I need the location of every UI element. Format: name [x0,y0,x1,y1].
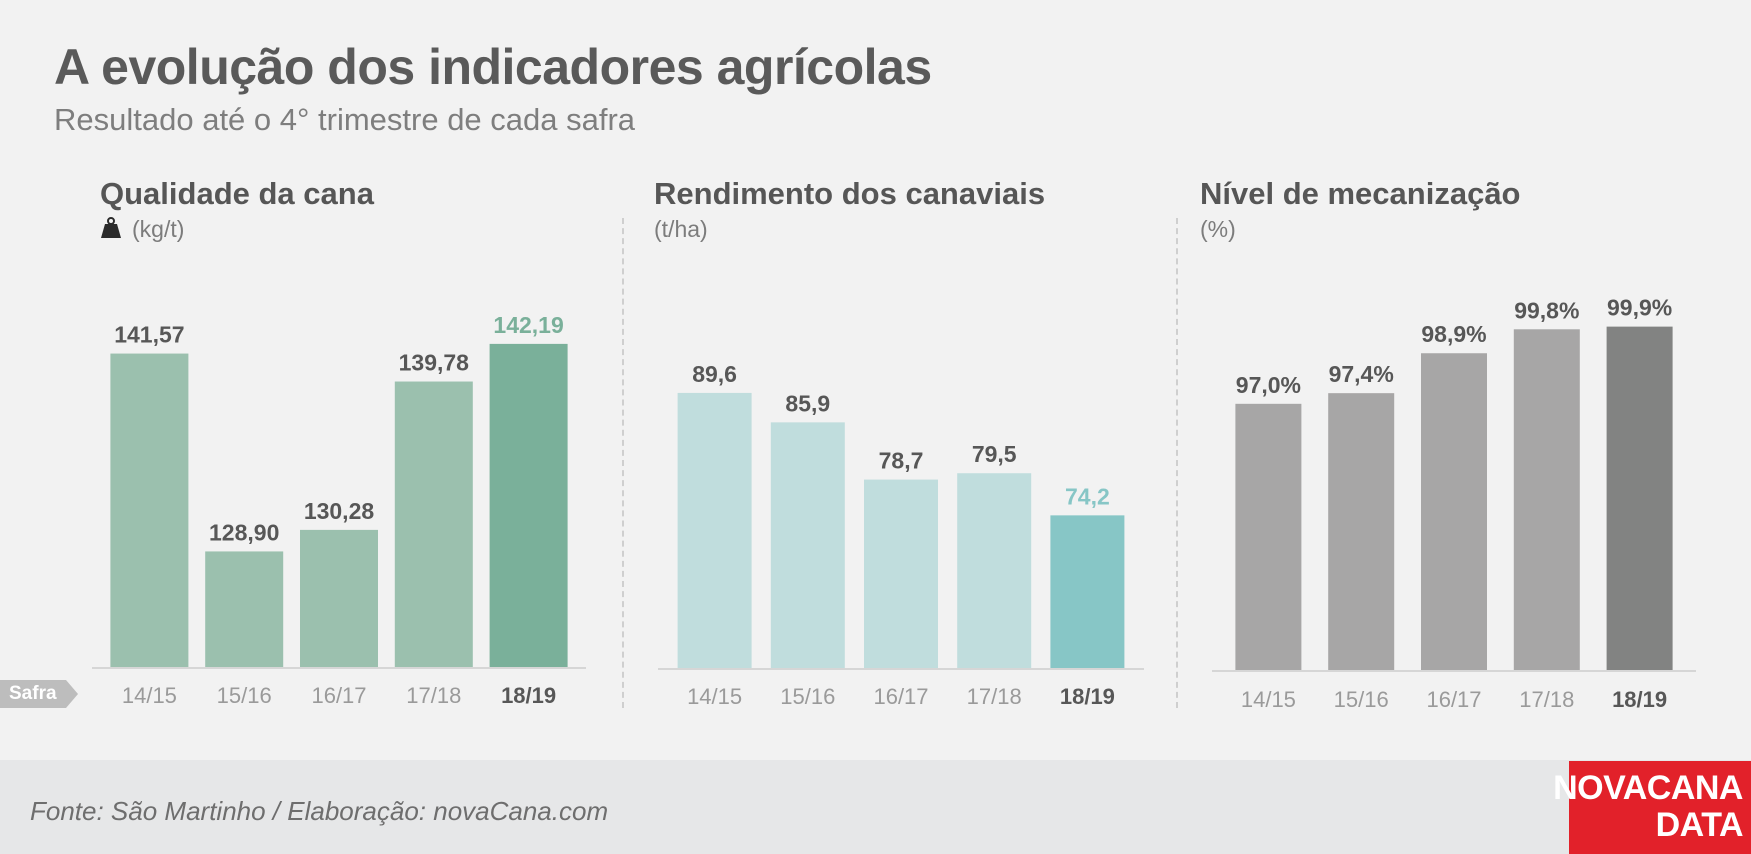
safra-tag-label: Safra [9,683,57,704]
logo-line-1: NOVACANA [1553,769,1743,807]
chart-1-value-label: 128,90 [209,519,279,545]
chart-2-unit: (t/ha) [654,216,708,242]
safra-axis-tag: Safra [0,680,78,708]
chart-2-category-label: 18/19 [1060,684,1115,709]
chart-2-value-label: 79,5 [972,441,1017,467]
chart-2-value-label: 89,6 [692,361,737,387]
chart-1-value-label: 139,78 [399,350,470,376]
chart-3-bar-16/17 [1421,353,1487,670]
chart-2-bar-16/17 [864,479,938,668]
chart-2-category-label: 14/15 [687,684,742,709]
chart-1-category-label: 18/19 [501,683,556,708]
chart-1-category-label: 17/18 [406,683,461,708]
tag-arrow-shape [0,680,78,708]
chart-1-category-label: 15/16 [217,683,272,708]
chart-2-category-label: 16/17 [873,684,928,709]
bar-charts: 141,57 14/15 128,90 15/16 130,28 16/17 139,78 1… [92,295,1696,712]
chart-3-category-label: 16/17 [1426,687,1481,712]
chart-3-title: Nível de mecanização [1200,176,1521,211]
chart-1-category-label: 14/15 [122,683,177,708]
chart-1-value-label: 142,19 [493,312,563,338]
chart-3-category-label: 15/16 [1334,687,1389,712]
source-note: Fonte: São Martinho / Elaboração: novaCa… [30,796,609,826]
chart-3-bar-17/18 [1513,329,1580,670]
footer-bar [0,760,1751,854]
chart-1-value-label: 141,57 [114,322,184,348]
chart-1-bar-16/17 [300,529,378,667]
chart-3-value-label: 97,4% [1329,361,1394,387]
chart-2-bar-14/15 [677,392,752,668]
chart-3-bar-18/19 [1606,326,1673,670]
chart-2-value-label: 74,2 [1065,483,1110,509]
panel-divider [1176,218,1178,708]
chart-2-value-label: 85,9 [785,390,830,416]
page-subtitle: Resultado até o 4° trimestre de cada saf… [54,102,636,137]
novacana-data-logo[interactable]: NOVACANA DATA [1553,761,1751,854]
chart-2-category-label: 15/16 [780,684,835,709]
chart-1-title: Qualidade da cana [100,176,374,211]
chart-3-value-label: 99,8% [1514,297,1579,323]
panel-divider [622,218,624,708]
chart-3-category-label: 18/19 [1612,687,1667,712]
chart-1-category-label: 16/17 [311,683,366,708]
chart-1-unit: (kg/t) [132,216,185,242]
chart-3-bar-15/16 [1328,393,1395,670]
chart-1-bar-15/16 [205,551,284,667]
chart-3-unit: (%) [1200,216,1236,242]
chart-2-title: Rendimento dos canaviais [654,176,1046,211]
chart-1-bar-18/19 [489,343,568,667]
page-title: A evolução dos indicadores agrícolas [54,39,932,95]
chart-1-bar-17/18 [394,381,473,667]
chart-3-value-label: 97,0% [1236,372,1301,398]
chart-1-value-label: 130,28 [304,498,375,524]
chart-1-bar-14/15 [110,353,189,667]
chart-2-category-label: 17/18 [967,684,1022,709]
logo-line-2: DATA [1655,806,1744,844]
chart-2-bar-18/19 [1050,515,1125,668]
chart-2-bar-15/16 [770,422,845,668]
chart-3-value-label: 98,9% [1421,321,1486,347]
chart-3-category-label: 14/15 [1241,687,1296,712]
chart-2-bar-17/18 [957,473,1032,668]
weight-icon [101,217,121,238]
chart-3-value-label: 99,9% [1607,295,1672,321]
chart-3-bar-14/15 [1235,403,1302,670]
chart-3-category-label: 17/18 [1519,687,1574,712]
chart-2-value-label: 78,7 [879,448,924,474]
chart-1-unit-row: (kg/t) [100,216,184,243]
